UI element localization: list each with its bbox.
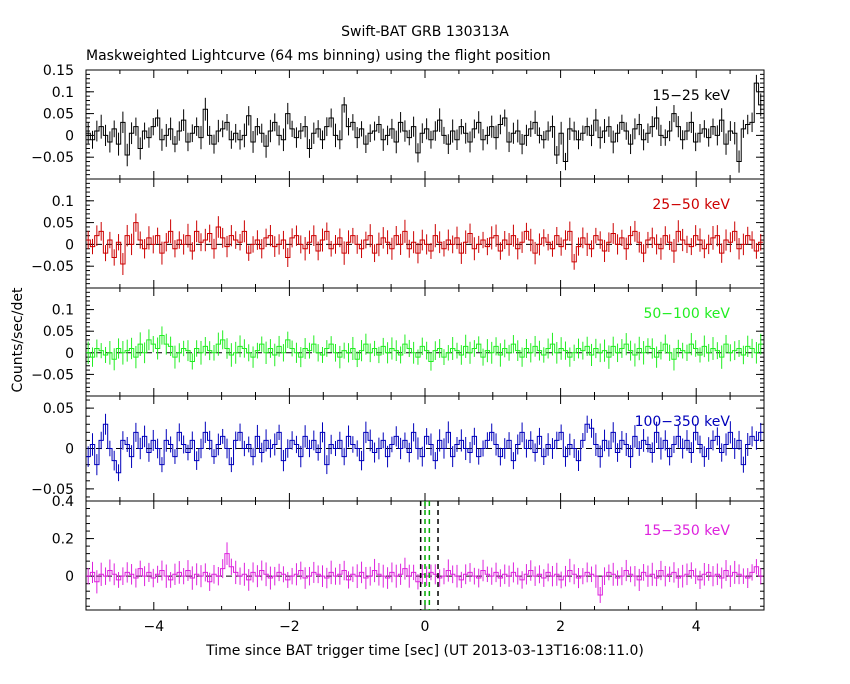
x-axis-label: Time since BAT trigger time [sec] (UT 20… bbox=[205, 643, 644, 659]
y-tick-label: 0 bbox=[65, 237, 74, 253]
panel-label: 25−50 keV bbox=[652, 197, 730, 213]
y-tick-label: 0.2 bbox=[52, 532, 74, 548]
y-tick-label: 0.1 bbox=[52, 303, 74, 319]
y-tick-label: −0.05 bbox=[31, 150, 74, 166]
y-tick-label: 0.1 bbox=[52, 85, 74, 101]
y-tick-label: 0 bbox=[65, 346, 74, 362]
panel-2: −0.05 0 0.05 0.1 25−50 keV bbox=[31, 178, 765, 289]
y-tick-label: 0.15 bbox=[43, 63, 74, 79]
y-tick-label: 0.05 bbox=[43, 401, 74, 417]
chart-subtitle: Maskweighted Lightcurve (64 ms binning) … bbox=[86, 48, 551, 64]
x-tick-label: −2 bbox=[279, 619, 300, 635]
x-tick-label: 4 bbox=[692, 619, 701, 635]
panel-1: −0.05 0 0.05 0.1 0.15 15−25 keV bbox=[31, 63, 765, 180]
series-2 bbox=[86, 213, 763, 276]
panel-label: 15−25 keV bbox=[652, 88, 730, 104]
y-tick-label: 0 bbox=[65, 128, 74, 144]
y-tick-label: 0.05 bbox=[43, 324, 74, 340]
series-4 bbox=[86, 413, 763, 482]
data-step-line bbox=[86, 423, 763, 474]
series-3 bbox=[86, 326, 763, 371]
y-tick-label: −0.05 bbox=[31, 482, 74, 498]
panel-3: −0.05 0 0.05 0.1 50−100 keV bbox=[31, 287, 765, 397]
x-tick-label: −4 bbox=[143, 619, 164, 635]
data-step-line bbox=[86, 335, 763, 362]
y-tick-label: −0.05 bbox=[31, 367, 74, 383]
data-step-line bbox=[86, 222, 763, 265]
y-axis-label: Counts/sec/det bbox=[10, 287, 26, 392]
chart-title: Swift-BAT GRB 130313A bbox=[341, 24, 509, 40]
x-tick-label: 2 bbox=[556, 619, 565, 635]
y-tick-label: 0.1 bbox=[52, 194, 74, 210]
panel-label: 100−350 keV bbox=[635, 414, 731, 430]
y-tick-label: 0 bbox=[65, 442, 74, 458]
panels-layer: −0.05 0 0.05 0.1 0.15 15−25 keV −0.05 0 0.05 0.1 2… bbox=[31, 63, 765, 635]
y-tick-label: 0.05 bbox=[43, 216, 74, 232]
y-tick-label: 0.05 bbox=[43, 107, 74, 123]
y-tick-label: 0.4 bbox=[52, 494, 74, 510]
y-tick-label: 0 bbox=[65, 569, 74, 585]
panel-label: 50−100 keV bbox=[643, 306, 730, 322]
data-step-line bbox=[86, 82, 763, 163]
x-tick-label: 0 bbox=[421, 619, 430, 635]
panel-5: 0 0.2 0.4 15−350 keV bbox=[52, 494, 765, 611]
series-1 bbox=[86, 74, 763, 173]
y-tick-label: −0.05 bbox=[31, 259, 74, 275]
panel-label: 15−350 keV bbox=[643, 523, 730, 539]
panel-4: −0.05 0 0.05 100−350 keV bbox=[31, 395, 765, 502]
